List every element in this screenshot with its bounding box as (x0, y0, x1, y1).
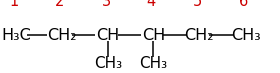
Text: 3: 3 (102, 0, 111, 9)
Text: CH₃: CH₃ (94, 56, 122, 71)
Text: CH₂: CH₂ (47, 28, 76, 43)
Text: H₃C: H₃C (1, 28, 31, 43)
Text: CH₃: CH₃ (231, 28, 261, 43)
Text: CH: CH (142, 28, 165, 43)
Text: CH₃: CH₃ (139, 56, 167, 71)
Text: 5: 5 (193, 0, 202, 9)
Text: 4: 4 (147, 0, 156, 9)
Text: CH: CH (96, 28, 120, 43)
Text: 2: 2 (55, 0, 64, 9)
Text: 6: 6 (239, 0, 249, 9)
Text: 1: 1 (9, 0, 18, 9)
Text: CH₂: CH₂ (185, 28, 214, 43)
